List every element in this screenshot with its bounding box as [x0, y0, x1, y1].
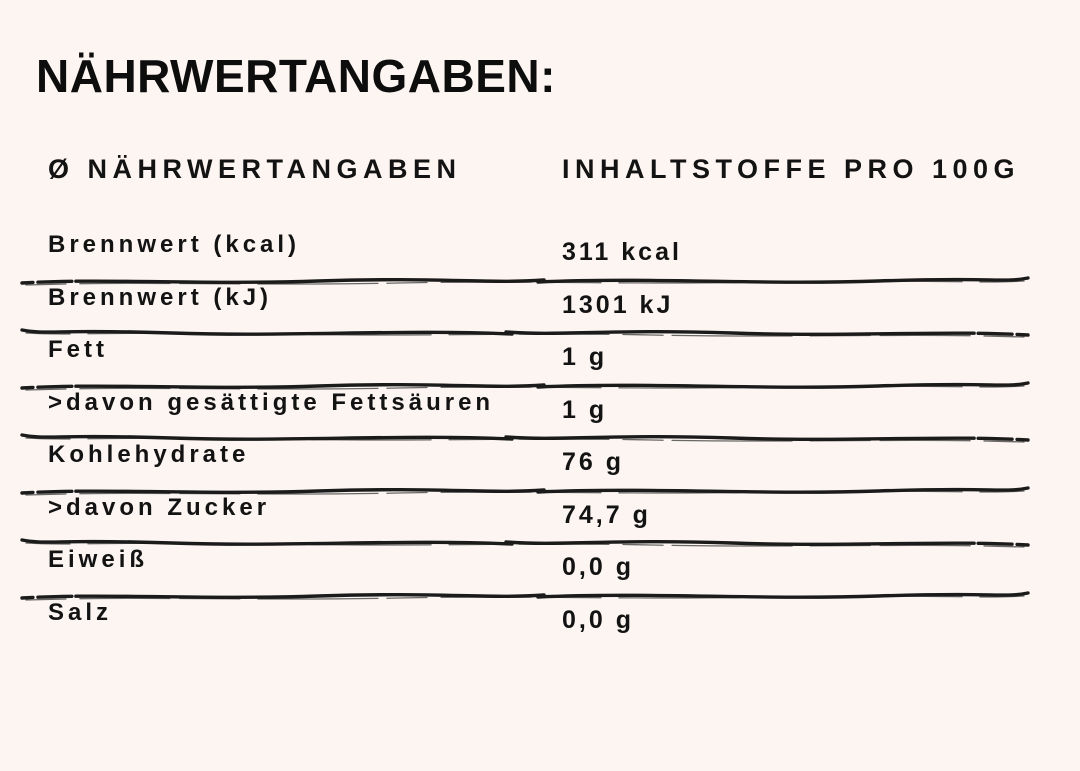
nutrient-value: 311 kcal — [562, 238, 682, 267]
table-row: >davon Zucker 74,7 g — [20, 492, 1044, 548]
nutrient-label: Fett — [48, 336, 108, 364]
nutrient-value: 1 g — [562, 395, 608, 424]
nutrient-label: Brennwert (kJ) — [48, 283, 273, 311]
nutrient-label: >davon Zucker — [48, 493, 271, 521]
nutrition-table: Ø NÄHRWERTANGABEN INHALTSTOFFE PRO 100G … — [20, 154, 1044, 650]
table-row: Brennwert (kcal) 311 kcal — [20, 229, 1044, 286]
nutrient-label: Salz — [48, 598, 113, 626]
table-row: Fett 1 g — [20, 334, 1044, 391]
table-header-row: Ø NÄHRWERTANGABEN INHALTSTOFFE PRO 100G — [36, 154, 1044, 185]
nutrient-value: 0,0 g — [562, 605, 634, 634]
nutrient-value: 1301 kJ — [562, 290, 674, 319]
nutrient-label: >davon gesättigte Fettsäuren — [48, 388, 495, 416]
nutrient-value: 0,0 g — [562, 553, 634, 582]
nutrient-value: 76 g — [562, 448, 625, 477]
nutrient-value: 74,7 g — [562, 500, 651, 529]
nutrient-label: Brennwert (kcal) — [48, 231, 301, 259]
table-row: Kohlehydrate 76 g — [20, 439, 1044, 496]
table-row: Eiweiß 0,0 g — [20, 544, 1044, 601]
column-header-per-100g: INHALTSTOFFE PRO 100G — [562, 154, 1021, 185]
table-body: Brennwert (kcal) 311 kcal Brennwert (kJ)… — [20, 229, 1044, 650]
table-row: Brennwert (kJ) 1301 kJ — [20, 282, 1044, 338]
table-row: Salz 0,0 g — [36, 597, 1044, 650]
nutrient-value: 1 g — [562, 343, 608, 372]
page-title: NÄHRWERTANGABEN: — [36, 50, 556, 102]
nutrient-label: Kohlehydrate — [48, 441, 250, 469]
column-header-nutrients: Ø NÄHRWERTANGABEN — [48, 154, 462, 185]
nutrient-label: Eiweiß — [48, 546, 149, 574]
table-row: >davon gesättigte Fettsäuren 1 g — [20, 387, 1044, 443]
